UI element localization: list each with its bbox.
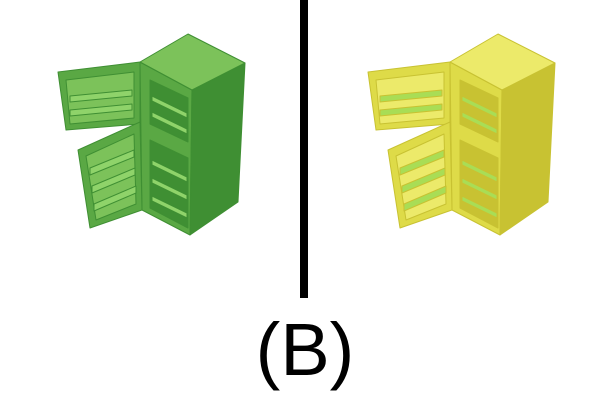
panel-left: [0, 0, 300, 300]
lower-door-bin-2: [91, 167, 136, 194]
upper-door-bin-1: [379, 89, 443, 103]
shelf-lower-1: [151, 159, 188, 183]
divider-line: [300, 0, 308, 298]
shelf-upper-2: [151, 111, 188, 135]
fridge-body-top: [449, 33, 556, 91]
fridge-body-side: [189, 62, 246, 236]
shelf-lower-2: [461, 177, 498, 201]
caption-label: (B): [255, 308, 355, 391]
fridge-body-top: [139, 33, 246, 91]
shelf-lower-2: [151, 177, 188, 201]
lower-door-bin-3: [403, 185, 447, 212]
fridge-interior-lower: [459, 139, 499, 229]
fridge-left-image: [57, 33, 246, 236]
fridge-interior-lower: [149, 139, 189, 229]
shelf-lower-3: [461, 195, 498, 219]
lower-door-bin-3: [93, 185, 137, 212]
upper-door-bin-2: [379, 103, 443, 117]
shelf-lower-1: [461, 159, 498, 183]
shelf-upper-1: [461, 95, 498, 119]
upper-door-bin-1: [69, 89, 133, 103]
lower-door-bin-1: [89, 149, 135, 176]
upper-door-bin-2: [69, 103, 133, 117]
fridge-right-image: [367, 33, 556, 236]
shelf-upper-1: [151, 95, 188, 119]
lower-door-bin-1: [399, 149, 445, 176]
shelf-lower-3: [151, 195, 188, 219]
shelf-upper-2: [461, 111, 498, 135]
panel-right: [310, 0, 610, 300]
fridge-body-side: [499, 62, 556, 236]
lower-door-bin-2: [401, 167, 446, 194]
